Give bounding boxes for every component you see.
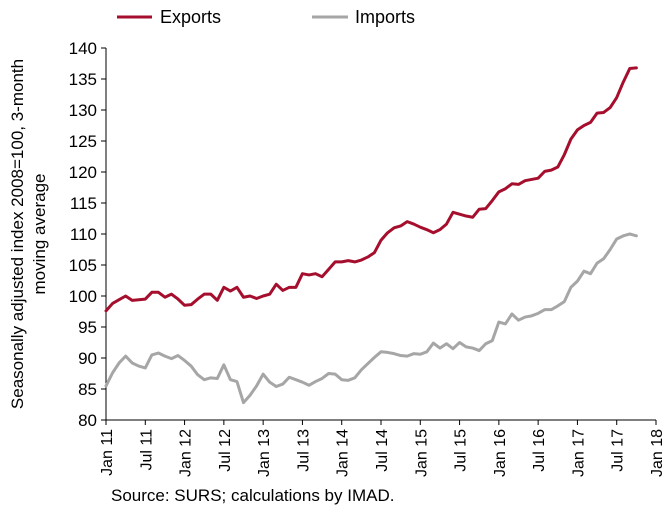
y-tick-label: 140 xyxy=(69,39,97,58)
y-tick-label: 90 xyxy=(78,349,97,368)
x-tick-label: Jan 14 xyxy=(335,429,352,477)
y-tick-label: 95 xyxy=(78,318,97,337)
y-tick-label: 115 xyxy=(70,194,97,213)
x-tick-label: Jan 11 xyxy=(99,429,116,476)
y-axis: 80 85 90 95 100 105 110 115 120 125 130 135 140 xyxy=(69,39,107,430)
y-axis-title-line1: Seasonally adjusted index 2008=100, 3-mo… xyxy=(8,59,27,409)
x-tick-label: Jan 18 xyxy=(649,429,666,477)
y-tick-label: 130 xyxy=(69,101,97,120)
source-note: Source: SURS; calculations by IMAD. xyxy=(111,486,395,505)
series-line-imports xyxy=(104,232,638,405)
series-line-exports xyxy=(104,66,638,313)
x-tick-label: Jul 15 xyxy=(453,429,470,472)
x-tick-label: Jan 12 xyxy=(178,429,195,477)
y-tick-label: 125 xyxy=(69,132,97,151)
x-tick-label: Jul 17 xyxy=(610,429,627,472)
legend-label-exports: Exports xyxy=(160,7,221,27)
y-tick-label: 80 xyxy=(78,411,97,430)
x-tick-label: Jan 17 xyxy=(570,429,587,477)
y-tick-label: 105 xyxy=(69,256,97,275)
x-tick-label: Jul 12 xyxy=(217,429,234,472)
x-tick-label: Jul 14 xyxy=(374,429,391,472)
x-tick-label: Jan 13 xyxy=(256,429,273,477)
plot-lines xyxy=(104,66,638,405)
legend: Exports Imports xyxy=(117,7,415,27)
y-tick-label: 135 xyxy=(69,70,97,89)
legend-label-imports: Imports xyxy=(355,7,415,27)
y-tick-label: 85 xyxy=(78,380,97,399)
x-axis: Jan 11 Jul 11 Jan 12 Jul 12 Jan 13 Jul 13 Jan … xyxy=(99,419,666,477)
x-tick-label: Jul 13 xyxy=(295,429,312,472)
x-tick-label: Jul 16 xyxy=(531,429,548,472)
y-axis-title-line2: moving average xyxy=(30,174,49,295)
x-tick-label: Jan 16 xyxy=(492,429,509,477)
x-tick-label: Jan 15 xyxy=(413,429,430,477)
y-tick-label: 100 xyxy=(69,287,97,306)
x-tick-label: Jul 11 xyxy=(138,429,155,471)
y-tick-label: 120 xyxy=(69,163,97,182)
y-tick-label: 110 xyxy=(70,225,97,244)
